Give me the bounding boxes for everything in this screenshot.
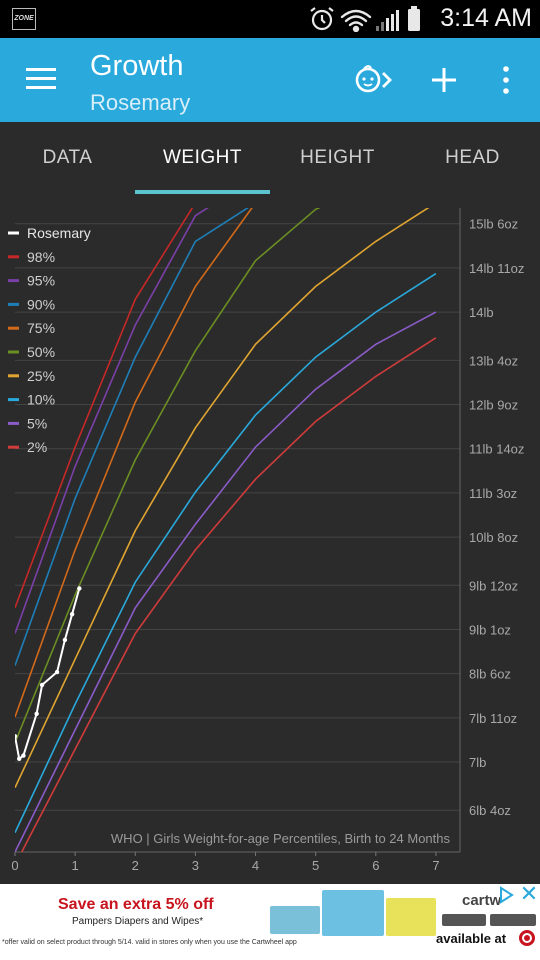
legend-label: Rosemary <box>27 225 91 241</box>
legend-label: 50% <box>27 344 55 360</box>
ad-subline: Pampers Diapers and Wipes* <box>72 916 204 927</box>
data-point <box>39 682 45 688</box>
x-tick-label: 5 <box>312 858 319 873</box>
y-tick-label: 9lb 1oz <box>469 622 511 637</box>
x-tick-label: 3 <box>192 858 199 873</box>
pampers-cruisers-image <box>322 890 384 936</box>
x-tick-label: 7 <box>432 858 439 873</box>
y-tick-label: 14lb 11oz <box>469 261 524 276</box>
ad-banner[interactable]: Save an extra 5% off Pampers Diapers and… <box>0 884 540 960</box>
legend-label: 10% <box>27 392 55 408</box>
tab-head[interactable]: HEAD <box>445 147 500 168</box>
google-play-badge <box>490 914 536 926</box>
x-tick-label: 6 <box>372 858 379 873</box>
data-point <box>77 586 82 591</box>
carrier-logo: ZONE <box>12 8 36 30</box>
add-icon[interactable] <box>430 60 458 100</box>
adchoices-icon[interactable] <box>497 886 515 904</box>
chart-legend: Rosemary 98% 95% 90% 75% 50% 25% 10% 5% 2% <box>8 225 91 455</box>
x-tick-label: 1 <box>72 858 79 873</box>
y-tick-label: 7lb <box>469 755 486 770</box>
legend-label: 98% <box>27 249 55 265</box>
series-line-75-pct <box>15 208 253 718</box>
legend-label: 75% <box>27 320 55 336</box>
menu-icon[interactable] <box>26 68 56 92</box>
data-point <box>21 753 26 758</box>
data-point <box>34 711 39 717</box>
ad-cta: available at <box>436 931 507 946</box>
tab-data[interactable]: DATA <box>42 147 93 168</box>
legend-label: 25% <box>27 368 55 384</box>
battery-icon <box>408 6 420 31</box>
app-store-badge <box>442 914 486 926</box>
series-line-10-pct <box>15 272 437 834</box>
ad-headline: Save an extra 5% off <box>58 896 214 913</box>
y-tick-label: 8lb 6oz <box>469 667 511 682</box>
x-axis-labels: 0 1 2 3 4 5 6 7 <box>11 852 440 873</box>
alarm-icon <box>310 7 334 31</box>
status-bar: ZONE 3:14 AM <box>0 0 540 38</box>
series-line-50-pct <box>15 208 321 744</box>
series-line-98-pct <box>15 208 194 609</box>
y-tick-label: 6lb 4oz <box>469 803 511 818</box>
data-point <box>62 637 68 643</box>
child-name: Rosemary <box>90 90 191 115</box>
y-tick-label: 15lb 6oz <box>469 217 518 232</box>
data-point <box>17 756 22 762</box>
y-tick-label: 10lb 8oz <box>469 530 518 545</box>
clock: 3:14 AM <box>440 4 532 32</box>
chart-caption: WHO | Girls Weight-for-age Percentiles, … <box>111 831 451 846</box>
data-point <box>15 734 18 739</box>
legend-label: 5% <box>27 415 47 431</box>
y-tick-label: 12lb 9oz <box>469 398 518 413</box>
percentile-lines <box>15 208 437 852</box>
wifi-icon <box>340 9 372 32</box>
y-tick-label: 11lb 14oz <box>469 442 524 457</box>
tab-height[interactable]: HEIGHT <box>300 147 375 168</box>
series-line-90-pct <box>15 208 250 666</box>
y-tick-label: 9lb 12oz <box>469 578 518 593</box>
x-tick-label: 0 <box>11 858 18 873</box>
y-tick-label: 11lb 3oz <box>469 486 517 501</box>
ad-brand: cartw <box>462 892 502 909</box>
legend-label: 2% <box>27 439 47 455</box>
tab-weight[interactable]: WEIGHT <box>163 147 242 168</box>
weight-chart[interactable]: 6lb 4oz 7lb 7lb 11oz 8lb 6oz 9lb 1oz 9lb 12oz… <box>0 200 540 884</box>
series-line-5-pct <box>15 311 437 852</box>
series-line-25-pct <box>15 208 430 789</box>
y-axis-labels: 6lb 4oz 7lb 7lb 11oz 8lb 6oz 9lb 1oz 9lb 12oz… <box>469 217 524 818</box>
series-line-95-pct <box>15 208 209 634</box>
more-options-icon[interactable] <box>498 60 514 100</box>
legend-label: 90% <box>27 296 55 312</box>
data-point <box>69 611 75 617</box>
page-title: Growth <box>90 50 184 82</box>
x-tick-label: 2 <box>132 858 139 873</box>
pampers-wipes-image <box>386 898 436 936</box>
system-icons <box>310 6 420 32</box>
active-tab-indicator <box>135 190 270 194</box>
app-bar: Growth Rosemary <box>0 38 540 122</box>
y-tick-label: 7lb 11oz <box>469 711 517 726</box>
target-logo-icon <box>519 930 535 946</box>
pampers-pack-image <box>270 906 320 934</box>
switch-child-icon[interactable] <box>352 60 394 100</box>
ad-close-icon[interactable]: ✕ <box>519 884 539 906</box>
y-tick-label: 13lb 4oz <box>469 353 518 368</box>
ad-fine-print: *offer valid on select product through 5… <box>2 939 297 946</box>
tab-bar: DATA WEIGHT HEIGHT HEAD <box>0 122 540 194</box>
chart-grid <box>15 208 461 853</box>
y-tick-label: 14lb <box>469 305 494 320</box>
signal-icon <box>376 10 399 31</box>
series-line-2-pct <box>20 337 437 852</box>
legend-label: 95% <box>27 273 55 289</box>
data-point <box>54 669 60 675</box>
x-tick-label: 4 <box>252 858 259 873</box>
